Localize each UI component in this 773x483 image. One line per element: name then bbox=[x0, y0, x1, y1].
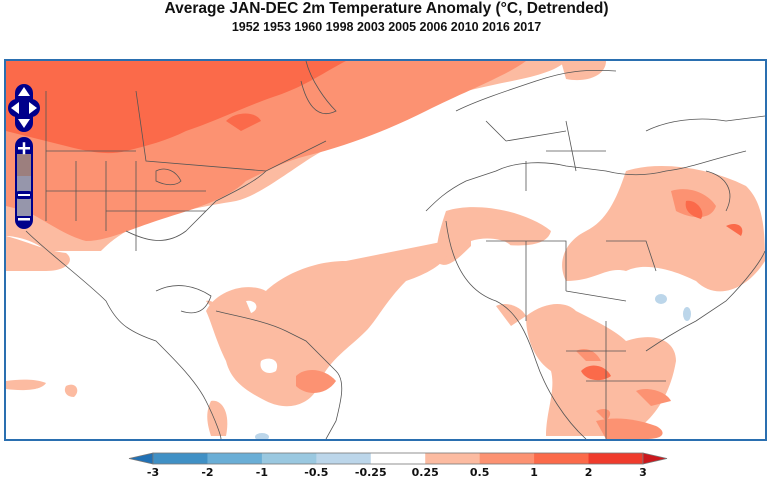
pan-right-icon[interactable] bbox=[29, 102, 37, 114]
pan-control bbox=[8, 84, 40, 132]
anomaly-layer-neg bbox=[255, 294, 691, 439]
colorbar-tick-label: 0.5 bbox=[469, 466, 490, 479]
colorbar-tick-label: -1 bbox=[255, 466, 268, 479]
pan-down-icon[interactable] bbox=[18, 119, 30, 128]
colorbar-tick-label: 0.25 bbox=[411, 466, 439, 479]
colorbar-swatch bbox=[534, 453, 590, 464]
colorbar-tick-label: 2 bbox=[584, 466, 593, 479]
colorbar-tick-label: -3 bbox=[146, 466, 160, 479]
map-viewport[interactable] bbox=[4, 59, 767, 441]
colorbar-tick-label: 3 bbox=[639, 466, 647, 479]
colorbar-swatch bbox=[153, 453, 208, 464]
colorbar-swatch bbox=[588, 453, 644, 464]
pan-up-icon[interactable] bbox=[18, 87, 30, 96]
colorbar-tick-label: -2 bbox=[201, 466, 214, 479]
colorbar-swatch bbox=[479, 453, 535, 464]
anomaly-neutral-pockets bbox=[246, 238, 511, 373]
colorbar-under-triangle bbox=[128, 452, 154, 465]
colorbar-swatch bbox=[425, 453, 481, 464]
colorbar-swatch bbox=[316, 453, 372, 464]
colorbar-tick-label: 1 bbox=[530, 466, 538, 479]
colorbar-over-triangle bbox=[642, 452, 668, 465]
pan-left-icon[interactable] bbox=[11, 102, 19, 114]
zoom-control bbox=[15, 137, 33, 229]
colorbar-tick-label: -0.25 bbox=[354, 466, 387, 479]
coastlines-and-borders bbox=[25, 61, 765, 439]
anomaly-map bbox=[6, 61, 765, 439]
map-navigation-controls bbox=[8, 84, 40, 229]
colorbar: -3 -2 -1 -0.5 -0.25 0.25 0.5 1 2 3 bbox=[0, 446, 773, 483]
chart-subtitle-years: 1952 1953 1960 1998 2003 2005 2006 2010 … bbox=[231, 20, 542, 34]
colorbar-tick-label: -0.5 bbox=[304, 466, 329, 479]
colorbar-swatch bbox=[370, 453, 426, 464]
colorbar-swatch bbox=[207, 453, 263, 464]
chart-title: Average JAN-DEC 2m Temperature Anomaly (… bbox=[164, 0, 609, 17]
zoom-out-icon[interactable] bbox=[18, 218, 30, 221]
colorbar-swatches bbox=[128, 452, 668, 465]
colorbar-swatch bbox=[261, 453, 317, 464]
anomaly-layer-1-2 bbox=[6, 61, 743, 381]
